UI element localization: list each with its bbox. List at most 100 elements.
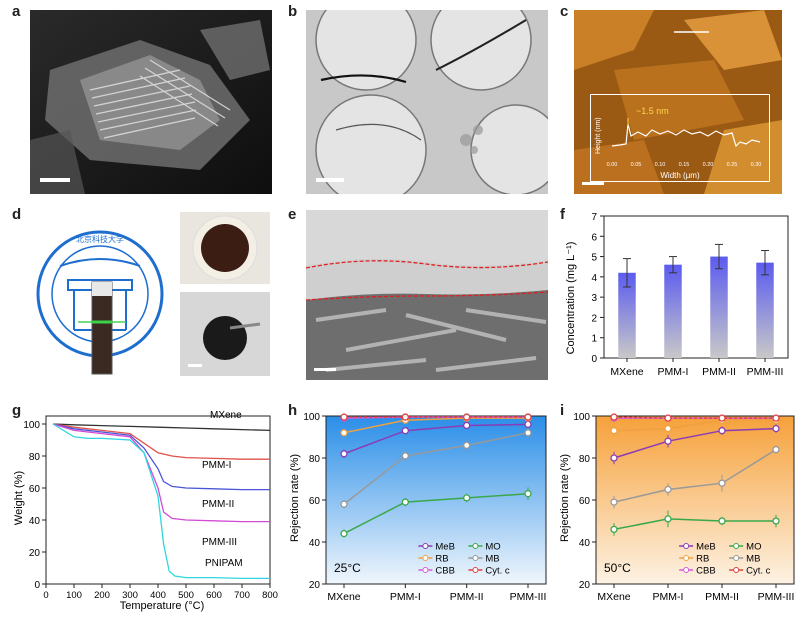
f-bar bbox=[710, 256, 728, 358]
h-marker bbox=[401, 427, 409, 435]
h-ytick-label: 80 bbox=[309, 454, 321, 465]
afm-inset-xtick: 0.20 bbox=[703, 162, 714, 168]
h-xtick-label: PMM-I bbox=[390, 591, 421, 603]
scale-bar bbox=[316, 178, 344, 182]
i-marker bbox=[610, 427, 618, 435]
g-series-label: PMM-III bbox=[202, 537, 237, 548]
panel-letter-f: f bbox=[560, 206, 565, 223]
f-ytick-label: 5 bbox=[591, 253, 597, 264]
chart-i-line: Rejection rate (%) 20 40 60 80 100 MXene PMM-I… bbox=[559, 412, 795, 603]
h-legend-label: Cyt. c bbox=[485, 566, 510, 577]
i-plot-frame bbox=[595, 415, 795, 585]
i-legend-label: MB bbox=[746, 554, 760, 565]
f-ytick-label: 1 bbox=[591, 334, 597, 345]
i-marker bbox=[664, 437, 672, 445]
h-marker bbox=[401, 498, 409, 506]
g-series-label: PNIPAM bbox=[205, 558, 243, 569]
h-legend-marker bbox=[472, 543, 479, 549]
i-legend-marker bbox=[733, 555, 740, 561]
scale-bar bbox=[40, 178, 70, 182]
afm-map bbox=[574, 10, 782, 194]
i-xtick-label: MXene bbox=[597, 591, 630, 603]
afm-inset-ylabel: Height (nm) bbox=[595, 117, 602, 154]
h-legend-label: MB bbox=[485, 554, 499, 565]
chart-h-line: Rejection rate (%) 20 40 60 80 100 MXene PMM-I… bbox=[289, 412, 547, 603]
i-legend-marker bbox=[733, 567, 740, 573]
i-xtick-label: PMM-III bbox=[758, 591, 795, 603]
chart-f-bar: Concentration (mg L⁻¹) 0 1 2 3 4 5 6 7 MXene PMM-… bbox=[565, 212, 789, 378]
i-legend-marker bbox=[733, 543, 740, 549]
h-marker bbox=[463, 494, 471, 502]
i-series-line bbox=[613, 419, 776, 432]
g-ytick-label: 20 bbox=[29, 548, 41, 559]
f-xtick-label: PMM-II bbox=[702, 366, 736, 378]
afm-inset-xtick: 0.10 bbox=[655, 162, 666, 168]
panel-letter-i: i bbox=[560, 402, 565, 419]
h-ytick-label: 60 bbox=[309, 496, 321, 507]
sem-image-a bbox=[30, 10, 272, 194]
g-series-line bbox=[52, 423, 270, 523]
i-marker bbox=[664, 515, 672, 523]
i-ylabel: Rejection rate (%) bbox=[559, 454, 571, 542]
i-ytick-label: 60 bbox=[579, 496, 591, 507]
i-xtick-label: PMM-II bbox=[705, 591, 739, 603]
f-ylabel: Concentration (mg L⁻¹) bbox=[565, 242, 577, 355]
tem-holey-carbon bbox=[306, 10, 548, 194]
h-ytick-label: 40 bbox=[309, 538, 321, 549]
h-series-line bbox=[343, 432, 529, 505]
logo-and-photos-d: 北京科技大学 bbox=[30, 210, 280, 385]
g-series-label: MXene bbox=[210, 410, 242, 421]
f-bar bbox=[664, 264, 682, 358]
h-legend-label: MeB bbox=[435, 542, 455, 553]
i-marker bbox=[664, 485, 672, 494]
h-legend-marker bbox=[472, 567, 479, 573]
g-series-line bbox=[52, 423, 270, 491]
afm-annotation: ~1.5 nm bbox=[636, 106, 669, 116]
h-ytick-label: 20 bbox=[309, 580, 321, 591]
afm-inset-xtick: 0.15 bbox=[679, 162, 690, 168]
afm-image-c: ~1.5 nm Height (nm) Width (μm) 0.00 0.05 0… bbox=[574, 10, 782, 194]
i-legend-label: Cyt. c bbox=[746, 566, 771, 577]
sem-cross-section-e bbox=[306, 210, 548, 380]
i-marker bbox=[610, 498, 618, 506]
i-marker bbox=[610, 525, 618, 534]
g-xtick-label: 500 bbox=[178, 590, 194, 601]
h-marker bbox=[524, 420, 532, 429]
panel-letter-c: c bbox=[560, 3, 569, 20]
h-legend-marker bbox=[422, 567, 429, 573]
i-ytick-label: 80 bbox=[579, 454, 591, 465]
i-legend-label: CBB bbox=[696, 566, 716, 577]
h-legend-marker bbox=[422, 555, 429, 561]
h-marker bbox=[463, 421, 471, 430]
i-series-line bbox=[613, 448, 777, 503]
i-marker bbox=[610, 413, 618, 421]
seal-top-text: 北京科技大学 bbox=[76, 234, 124, 244]
sem-layered-texture bbox=[30, 10, 272, 194]
i-marker bbox=[664, 414, 672, 422]
h-ylabel: Rejection rate (%) bbox=[289, 454, 301, 542]
g-xtick-label: 400 bbox=[150, 590, 166, 601]
i-marker bbox=[718, 414, 726, 422]
i-marker bbox=[610, 454, 618, 462]
g-xtick-label: 300 bbox=[122, 590, 138, 601]
h-marker bbox=[463, 413, 471, 421]
g-ytick-label: 40 bbox=[29, 516, 41, 527]
g-xtick-label: 0 bbox=[43, 590, 48, 601]
f-plot-frame bbox=[603, 215, 789, 359]
i-marker bbox=[772, 445, 780, 454]
i-series-line bbox=[613, 427, 777, 459]
g-xtick-label: 800 bbox=[262, 590, 278, 601]
g-xtick-label: 100 bbox=[66, 590, 82, 601]
f-ytick-label: 2 bbox=[591, 313, 597, 324]
g-series-line bbox=[52, 423, 271, 432]
h-marker bbox=[340, 413, 348, 421]
afm-inset-xlabel: Width (μm) bbox=[660, 171, 700, 180]
i-marker bbox=[772, 424, 780, 433]
afm-inset-xtick: 0.30 bbox=[751, 162, 762, 168]
afm-inset-xtick: 0.00 bbox=[607, 162, 618, 168]
i-ytick-label: 40 bbox=[579, 538, 591, 549]
i-marker bbox=[718, 479, 726, 487]
g-ytick-label: 0 bbox=[34, 580, 40, 591]
g-series-line bbox=[52, 423, 270, 580]
i-series-line bbox=[613, 416, 776, 419]
